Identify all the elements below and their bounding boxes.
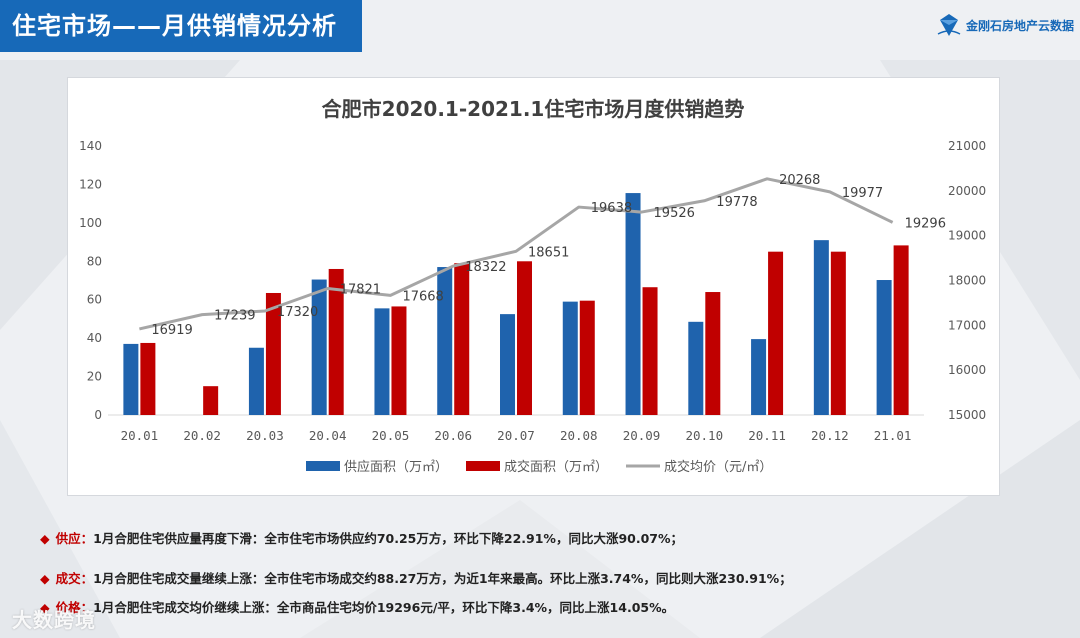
y-right-tick-label: 18000 [948, 274, 986, 288]
note-key: 供应： [55, 531, 94, 546]
legend-label: 成交面积（万㎡） [504, 459, 608, 475]
x-tick-label: 20.03 [246, 428, 284, 443]
x-tick-label: 20.09 [623, 428, 661, 443]
bar-deal [454, 263, 470, 415]
y-left-tick-label: 80 [87, 254, 102, 268]
price-data-label: 19977 [842, 186, 883, 201]
x-tick-label: 20.06 [434, 428, 472, 443]
supply-demand-chart: 合肥市2020.1-2021.1住宅市场月度供销趋势 0 20 40 60 80 100 12… [79, 97, 986, 475]
price-data-label: 20268 [779, 173, 820, 188]
bar-supply [876, 280, 892, 415]
bar-deal [642, 287, 658, 415]
bar-supply [500, 314, 515, 415]
price-line [139, 177, 894, 331]
bar-supply [248, 347, 264, 415]
y-right-tick-label: 19000 [948, 229, 986, 243]
chart-card: 合肥市2020.1-2021.1住宅市场月度供销趋势 0 20 40 60 80 100 12… [67, 77, 1000, 496]
note-price: ◆ 价格：1月合肥住宅成交均价继续上涨：全市商品住宅均价19296元/平，环比下降… [40, 597, 674, 616]
bar-deal [265, 292, 281, 415]
bar-supply [688, 321, 704, 415]
bar-deal [893, 245, 909, 415]
note-supply: ◆ 供应：1月合肥住宅供应量再度下滑：全市住宅市场供应约70.25万方，环比下降2… [40, 528, 683, 547]
y-right-tick-label: 17000 [948, 318, 986, 332]
x-tick-label: 20.10 [685, 428, 723, 443]
price-data-label: 19778 [716, 195, 757, 210]
note-text: 1月合肥住宅成交均价继续上涨：全市商品住宅均价19296元/平，环比下降3.4%… [93, 600, 675, 615]
x-tick-label: 20.04 [309, 428, 347, 443]
x-tick-label: 21.01 [874, 428, 912, 443]
bar-supply [374, 308, 390, 415]
x-tick-label: 20.12 [811, 428, 849, 443]
y-left-tick-label: 20 [87, 370, 102, 384]
legend-label: 供应面积（万㎡） [344, 459, 448, 475]
brand-logo: 金刚石房地产云数据 [936, 10, 1074, 40]
diamond-bullet-icon: ◆ [40, 531, 50, 546]
price-data-label: 18322 [465, 260, 506, 275]
bar-deal [391, 306, 407, 415]
diamond-bullet-icon: ◆ [40, 571, 50, 586]
bar-deal [140, 342, 156, 415]
legend-label: 成交均价（元/㎡） [664, 459, 772, 475]
note-key: 价格： [55, 600, 94, 615]
y-right-tick-label: 16000 [948, 363, 986, 377]
y-left-tick-label: 40 [87, 331, 102, 345]
y-left-tick-label: 100 [79, 216, 102, 230]
price-data-label: 17668 [402, 289, 443, 304]
diamond-logo-icon [937, 14, 961, 36]
x-tick-label: 20.02 [183, 428, 221, 443]
bar-supply [813, 240, 829, 415]
bar-deal [203, 386, 219, 415]
price-data-label: 17320 [277, 305, 318, 320]
price-data-label: 19296 [905, 216, 946, 231]
bar-supply [625, 193, 641, 415]
y-right-tick-label: 20000 [948, 184, 986, 198]
x-tick-label: 20.07 [497, 428, 535, 443]
note-key: 成交： [55, 571, 94, 586]
legend-swatch [466, 461, 500, 471]
x-tick-label: 20.05 [372, 428, 410, 443]
y-left-tick-label: 0 [94, 408, 102, 422]
bar-deal [579, 300, 595, 415]
y-right-tick-label: 21000 [948, 139, 986, 153]
chart-title: 合肥市2020.1-2021.1住宅市场月度供销趋势 [322, 97, 745, 121]
y-left-tick-label: 60 [87, 293, 102, 307]
y-left-tick-label: 140 [79, 139, 102, 153]
price-data-label: 19638 [591, 201, 632, 216]
bar-deal [768, 251, 784, 415]
price-data-label: 16919 [151, 323, 192, 338]
bar-deal [830, 251, 846, 415]
price-data-label: 18651 [528, 245, 569, 260]
bar-supply [123, 343, 139, 415]
bar-supply [562, 301, 578, 415]
x-tick-label: 20.01 [121, 428, 159, 443]
price-data-label: 17239 [214, 309, 255, 324]
legend-swatch [306, 461, 340, 471]
x-tick-label: 20.11 [748, 428, 786, 443]
note-deal: ◆ 成交：1月合肥住宅成交量继续上涨：全市住宅市场成交约88.27万方，为近1年来… [40, 568, 792, 587]
price-data-label: 17821 [340, 283, 381, 298]
bar-deal [517, 261, 532, 415]
watermark: 大数跨境 [12, 608, 96, 632]
y-right-tick-label: 15000 [948, 408, 986, 422]
x-tick-label: 20.08 [560, 428, 598, 443]
bar-deal [328, 268, 344, 415]
bar-supply [437, 267, 453, 415]
bar-supply [751, 339, 767, 415]
bar-supply [311, 279, 327, 415]
bar-deal [705, 292, 721, 415]
page-title: 住宅市场——月供销情况分析 [0, 0, 362, 52]
price-data-label: 19526 [654, 206, 695, 221]
logo-text: 金刚石房地产云数据 [965, 18, 1074, 33]
y-left-tick-label: 120 [79, 177, 102, 191]
note-text: 1月合肥住宅成交量继续上涨：全市住宅市场成交约88.27万方，为近1年来最高。环… [93, 571, 792, 586]
diamond-bullet-icon: ◆ [40, 600, 50, 615]
note-text: 1月合肥住宅供应量再度下滑：全市住宅市场供应约70.25万方，环比下降22.91… [93, 531, 684, 546]
